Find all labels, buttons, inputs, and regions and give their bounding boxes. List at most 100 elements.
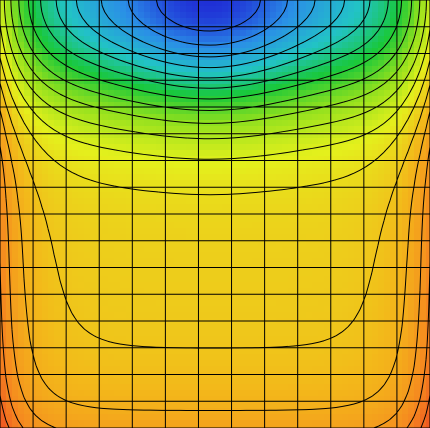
field-cell — [330, 204, 337, 211]
field-cell — [402, 312, 409, 319]
field-cell — [180, 78, 187, 85]
field-cell — [66, 408, 73, 415]
field-cell — [312, 84, 319, 91]
field-cell — [288, 216, 295, 223]
field-cell — [204, 78, 211, 85]
field-cell — [366, 144, 373, 151]
field-cell — [12, 354, 19, 361]
field-cell — [144, 240, 151, 247]
field-cell — [276, 54, 283, 61]
field-cell — [252, 342, 259, 349]
field-cell — [240, 324, 247, 331]
field-cell — [192, 336, 199, 343]
field-cell — [222, 234, 229, 241]
field-cell — [84, 240, 91, 247]
field-cell — [414, 156, 421, 163]
field-cell — [414, 138, 421, 145]
field-cell — [210, 402, 217, 409]
field-cell — [426, 84, 430, 91]
field-cell — [252, 234, 259, 241]
field-cell — [72, 132, 79, 139]
field-cell — [24, 96, 31, 103]
field-cell — [378, 366, 385, 373]
field-cell — [48, 312, 55, 319]
field-cell — [384, 402, 391, 409]
field-cell — [222, 162, 229, 169]
field-cell — [12, 324, 19, 331]
field-cell — [210, 18, 217, 25]
field-cell — [324, 0, 331, 7]
field-cell — [54, 180, 61, 187]
field-cell — [198, 132, 205, 139]
field-cell — [24, 66, 31, 73]
field-cell — [66, 72, 73, 79]
field-cell — [84, 150, 91, 157]
field-cell — [318, 96, 325, 103]
field-cell — [384, 120, 391, 127]
field-cell — [150, 372, 157, 379]
field-cell — [366, 396, 373, 403]
field-cell — [150, 402, 157, 409]
field-cell — [318, 270, 325, 277]
field-cell — [192, 306, 199, 313]
field-cell — [18, 366, 25, 373]
field-cell — [354, 372, 361, 379]
field-cell — [240, 186, 247, 193]
field-cell — [384, 354, 391, 361]
field-cell — [36, 324, 43, 331]
field-cell — [192, 408, 199, 415]
field-cell — [372, 342, 379, 349]
field-cell — [48, 342, 55, 349]
field-cell — [252, 6, 259, 13]
field-cell — [264, 306, 271, 313]
field-cell — [366, 156, 373, 163]
field-cell — [192, 294, 199, 301]
field-cell — [90, 42, 97, 49]
field-cell — [84, 120, 91, 127]
field-cell — [378, 72, 385, 79]
field-cell — [48, 78, 55, 85]
field-cell — [378, 390, 385, 397]
field-cell — [318, 186, 325, 193]
field-cell — [270, 144, 277, 151]
field-cell — [156, 66, 163, 73]
field-cell — [156, 126, 163, 133]
field-cell — [384, 324, 391, 331]
field-cell — [126, 252, 133, 259]
field-cell — [186, 96, 193, 103]
field-cell — [216, 102, 223, 109]
field-cell — [42, 366, 49, 373]
field-cell — [192, 0, 199, 7]
field-cell — [204, 60, 211, 67]
field-cell — [312, 156, 319, 163]
field-cell — [192, 18, 199, 25]
field-cell — [198, 6, 205, 13]
field-cell — [330, 390, 337, 397]
field-cell — [396, 204, 403, 211]
field-cell — [402, 108, 409, 115]
field-cell — [426, 186, 430, 193]
field-cell — [246, 360, 253, 367]
field-cell — [132, 192, 139, 199]
field-cell — [90, 240, 97, 247]
field-cell — [216, 168, 223, 175]
field-cell — [342, 156, 349, 163]
field-cell — [348, 36, 355, 43]
field-cell — [420, 12, 427, 19]
field-cell — [222, 216, 229, 223]
field-cell — [300, 288, 307, 295]
field-cell — [210, 294, 217, 301]
field-cell — [192, 384, 199, 391]
field-cell — [54, 156, 61, 163]
field-cell — [186, 126, 193, 133]
field-cell — [78, 324, 85, 331]
field-cell — [306, 204, 313, 211]
field-cell — [372, 408, 379, 415]
field-cell — [258, 258, 265, 265]
field-cell — [174, 402, 181, 409]
field-cell — [372, 186, 379, 193]
field-cell — [390, 342, 397, 349]
field-cell — [324, 312, 331, 319]
field-cell — [336, 12, 343, 19]
field-cell — [168, 372, 175, 379]
